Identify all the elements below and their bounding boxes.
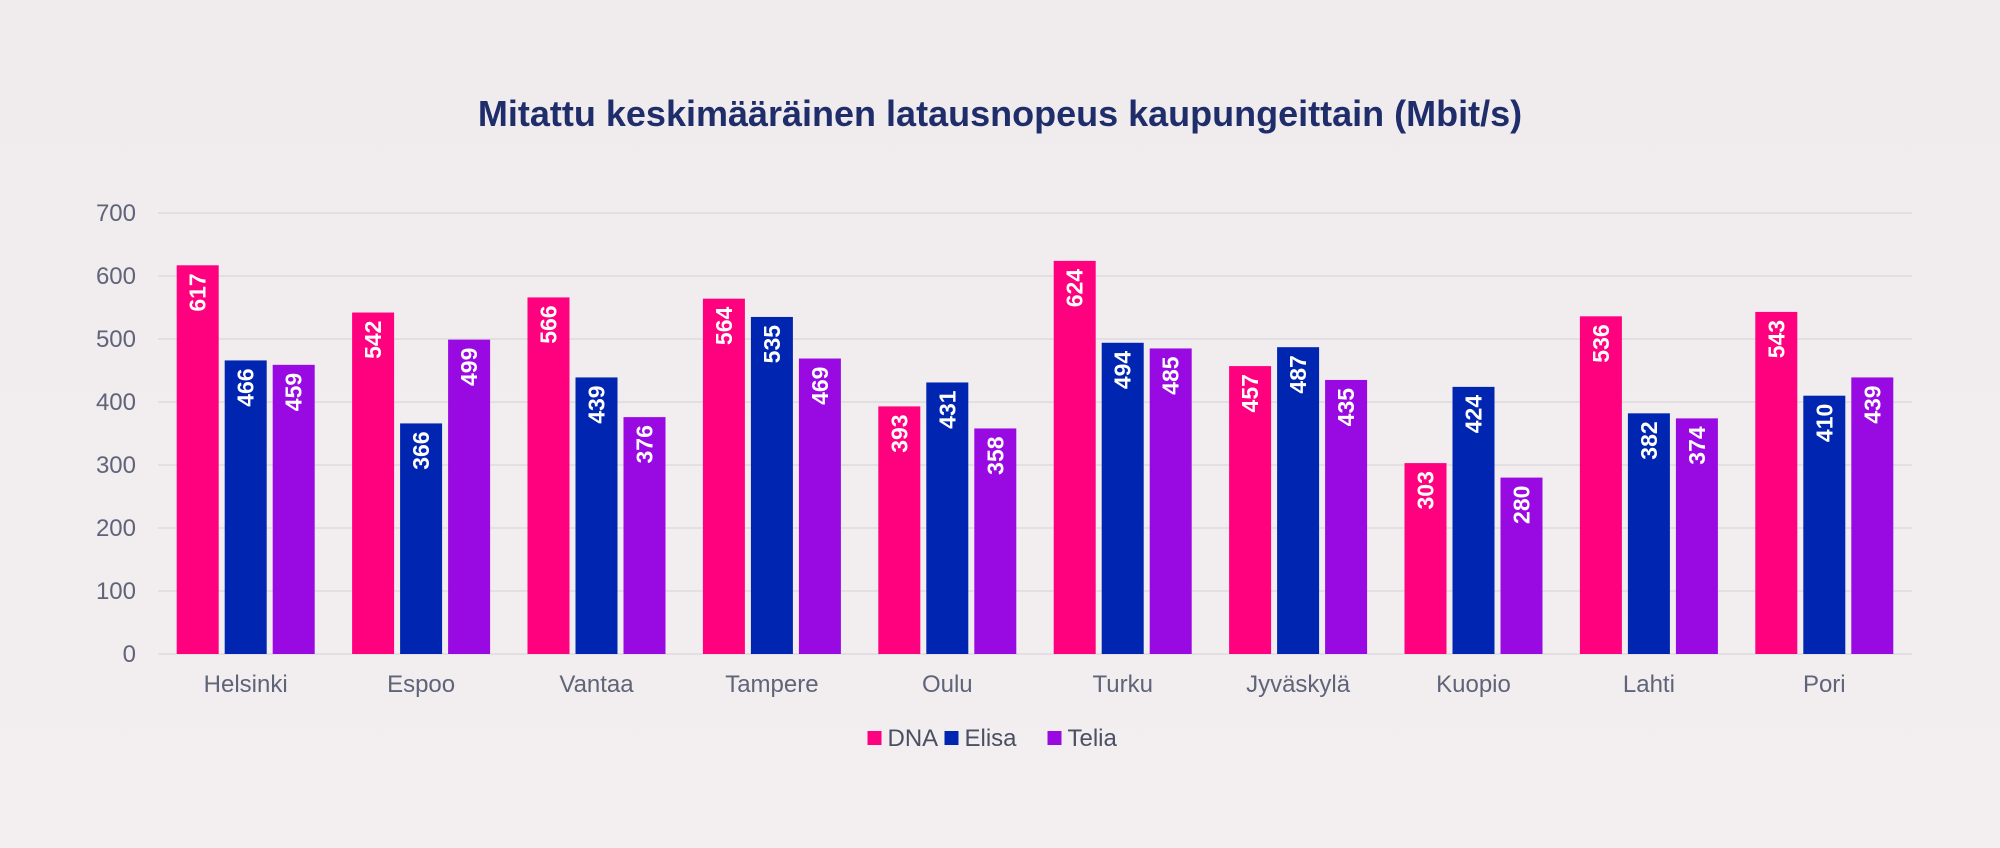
y-tick-label: 600 [96,263,136,290]
data-label: 358 [982,436,1008,475]
data-label: 485 [1158,356,1184,395]
data-label: 536 [1588,324,1614,362]
x-tick-label: Oulu [922,671,973,698]
data-label: 457 [1237,374,1263,412]
x-tick-label: Helsinki [204,671,288,698]
x-tick-label: Lahti [1623,671,1675,698]
data-label: 617 [185,273,211,311]
data-label: 424 [1461,395,1487,434]
legend-swatch-telia [1047,731,1062,745]
y-tick-label: 200 [96,515,136,542]
bar-elisa [224,360,267,654]
data-label: 487 [1285,355,1311,393]
y-axis-ticks: 0 100 200 300 400 500 600 700 [96,200,136,668]
bar-dna [1404,463,1447,654]
bar-dna [702,298,745,654]
data-label: 393 [886,414,912,452]
data-label: 439 [584,385,610,423]
bar-telia [1500,477,1543,654]
bar-telia [798,358,841,654]
bar-dna [878,406,921,654]
bar-telia [272,364,315,654]
chart-title: Mitattu keskimääräinen latausnopeus kaup… [478,93,1522,134]
data-label: 494 [1110,351,1136,390]
data-label: 564 [711,306,737,345]
data-label: 459 [281,373,307,411]
y-tick-label: 400 [96,389,136,416]
data-label: 280 [1509,486,1535,524]
legend-swatch-dna [867,731,882,745]
data-label: 535 [759,325,785,364]
bar-telia [623,417,666,654]
y-tick-label: 700 [96,200,136,227]
x-tick-label: Jyväskylä [1246,671,1351,698]
bars: 617 466 459 542 366 499 566 439 376 564 535 469 393 4… [176,260,1894,654]
data-label: 431 [934,390,960,429]
legend-label-telia: Telia [1068,725,1118,752]
bar-dna [1755,311,1798,654]
bar-dna [352,312,395,654]
bar-elisa [1452,386,1495,654]
x-tick-label: Vantaa [559,671,634,698]
data-label: 624 [1062,269,1088,308]
data-label: 410 [1811,404,1837,442]
y-tick-label: 100 [96,578,136,605]
data-label: 435 [1333,388,1359,427]
data-label: 469 [807,367,833,405]
bar-dna [1229,366,1272,654]
bar-elisa [1101,342,1144,654]
data-label: 439 [1859,385,1885,423]
bar-elisa [926,382,969,654]
data-label: 374 [1684,426,1710,465]
data-label: 303 [1413,471,1439,509]
data-label: 543 [1763,320,1789,358]
data-label: 366 [408,431,434,469]
data-label: 542 [360,321,386,359]
bar-elisa [750,316,793,654]
bar-elisa [1803,395,1846,654]
data-label: 376 [632,425,658,463]
legend-label-dna: DNA [888,725,939,752]
bar-dna [176,265,219,654]
x-tick-label: Espoo [387,671,455,698]
y-tick-label: 0 [123,641,136,668]
y-tick-label: 500 [96,326,136,353]
x-tick-label: Pori [1803,671,1846,698]
bar-telia [1149,348,1192,654]
y-tick-label: 300 [96,452,136,479]
bar-dna [1053,260,1096,654]
data-label: 466 [233,368,259,406]
bar-telia [974,428,1017,654]
x-axis-labels: Helsinki Espoo Vantaa Tampere Oulu Turku Jyväs… [204,671,1846,698]
x-tick-label: Kuopio [1436,671,1511,698]
legend-label-elisa: Elisa [965,725,1018,752]
data-label: 382 [1636,421,1662,459]
bar-dna [1579,316,1622,654]
bar-telia [1675,418,1718,654]
legend: DNA Elisa Telia [867,725,1118,752]
bar-elisa [575,377,618,654]
bar-telia [1851,377,1894,654]
bar-elisa [1627,413,1670,654]
data-label: 566 [536,305,562,343]
bar-telia [448,339,491,654]
bar-elisa [400,423,443,654]
bar-telia [1325,379,1368,654]
bar-dna [527,297,570,654]
legend-swatch-elisa [944,731,959,745]
x-tick-label: Tampere [725,671,818,698]
bar-elisa [1277,347,1320,654]
x-tick-label: Turku [1092,671,1152,698]
data-label: 499 [456,348,482,386]
